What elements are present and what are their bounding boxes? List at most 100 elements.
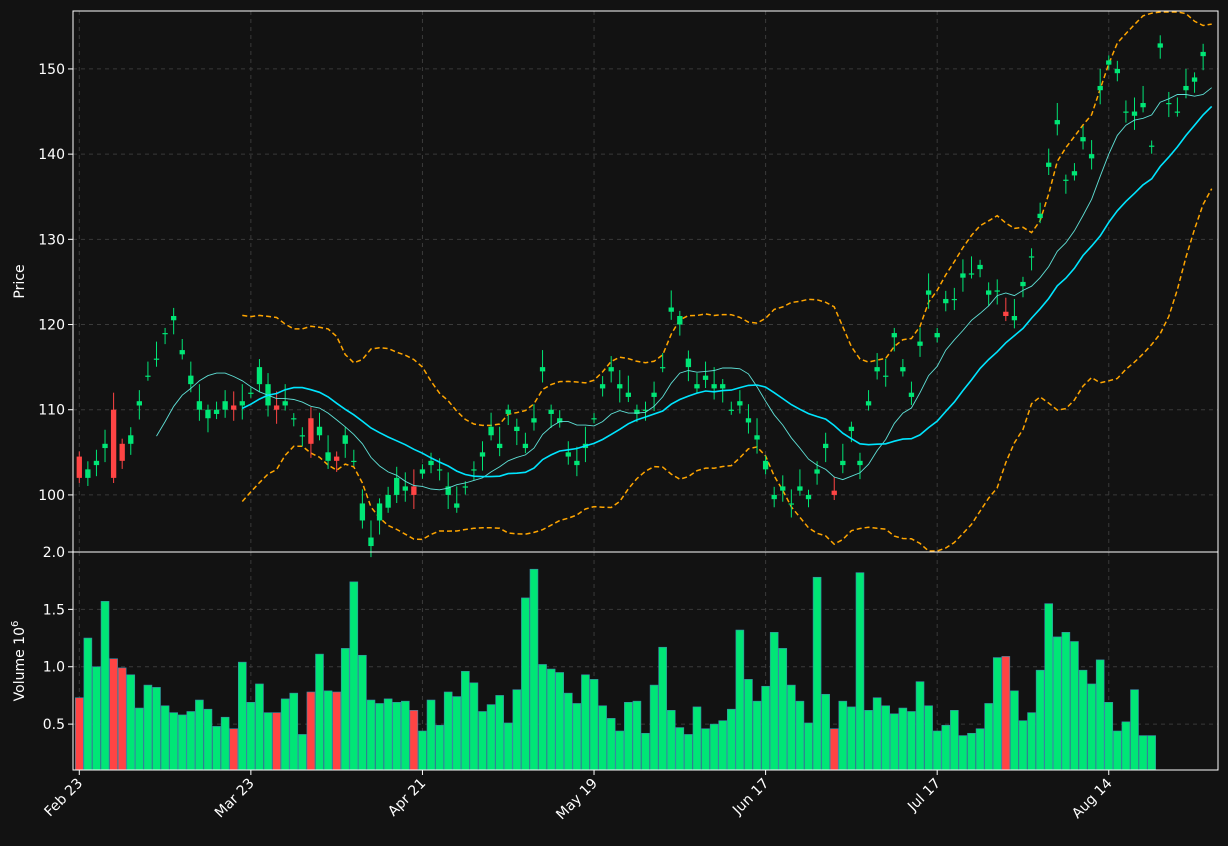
volume-bar	[512, 689, 522, 771]
candle-body	[883, 375, 889, 377]
candle-body	[608, 367, 614, 372]
candle-body	[411, 486, 417, 495]
volume-bar	[306, 691, 316, 771]
volume-bar	[1130, 689, 1139, 771]
candle-body	[188, 375, 194, 385]
volume-bar	[521, 597, 530, 771]
volume-bar	[169, 712, 178, 771]
volume-bar	[932, 730, 942, 771]
volume-bar	[778, 648, 788, 771]
candle-body	[788, 503, 795, 505]
volume-bar	[1001, 656, 1011, 771]
candle-body	[531, 418, 537, 423]
volume-bar	[1070, 641, 1079, 771]
candle-body	[462, 486, 469, 488]
candle-body	[179, 350, 185, 355]
x-tick-label: Feb 23	[42, 776, 87, 821]
volume-bar	[1104, 702, 1114, 771]
volume-bar	[581, 674, 590, 771]
volume-bar	[1113, 730, 1122, 771]
volume-bar	[889, 713, 899, 771]
candle-body	[1174, 111, 1181, 113]
volume-bar	[821, 693, 830, 771]
volume-bar	[718, 720, 728, 771]
volume-bar	[598, 705, 607, 771]
volume-bar	[366, 699, 376, 771]
volume-bar	[117, 667, 127, 771]
candle-body	[720, 384, 726, 389]
candle-body	[128, 435, 134, 444]
candle-body	[153, 358, 160, 360]
candle-body	[222, 401, 228, 410]
volume-bar	[229, 728, 239, 771]
candle-body	[333, 456, 340, 461]
candle-body	[496, 443, 503, 449]
candle-body	[248, 392, 254, 394]
candle-body	[1071, 171, 1078, 176]
candle-body	[625, 392, 632, 397]
volume-bar	[409, 710, 419, 771]
volume-bar	[1078, 669, 1088, 771]
volume-bar	[950, 710, 959, 771]
volume-axis-label-text: Volume	[12, 645, 28, 702]
volume-bar	[100, 601, 110, 771]
candle-body	[1080, 137, 1086, 142]
volume-bar	[941, 724, 951, 771]
x-tick-label: Jun 17	[729, 776, 772, 819]
candle-body	[925, 290, 932, 295]
candle-body	[591, 418, 597, 420]
candle-body	[917, 341, 923, 346]
volume-bar	[186, 711, 196, 771]
bollinger-lower-line	[241, 188, 1213, 552]
volume-bar	[864, 710, 873, 771]
candle-body	[771, 494, 777, 500]
candle-body	[428, 460, 434, 466]
candle-body	[488, 426, 494, 436]
volume-bar	[177, 714, 187, 771]
volume-bar	[804, 722, 813, 771]
candle-body	[454, 503, 460, 508]
volume-bar	[1027, 712, 1036, 771]
candle-body	[539, 367, 546, 372]
volume-bar	[641, 732, 650, 771]
candle-body	[102, 443, 108, 449]
candle-body	[385, 494, 391, 508]
candle-body	[1088, 154, 1095, 159]
candle-body	[908, 392, 915, 397]
volume-bar	[735, 629, 745, 771]
candle-body	[351, 460, 357, 463]
candle-body	[711, 384, 717, 389]
candle-body	[1200, 51, 1206, 57]
volume-bar	[400, 700, 410, 771]
volume-bar	[461, 671, 470, 771]
volume-bar	[855, 572, 865, 771]
candle-body	[780, 486, 786, 491]
volume-bar	[443, 691, 453, 771]
volume-bar	[1095, 659, 1105, 771]
candle-body	[985, 290, 992, 295]
volume-bar	[255, 683, 264, 771]
price-ytick-label: 120	[38, 318, 65, 334]
candle-body	[1037, 213, 1043, 219]
candle-body	[728, 409, 734, 411]
volume-axis-unit-exponent: 6	[10, 621, 21, 627]
volume-bar	[135, 707, 144, 771]
volume-bar	[280, 698, 290, 771]
candle-body	[891, 333, 897, 338]
volume-bar	[503, 722, 513, 771]
candle-body	[599, 384, 606, 389]
volume-bar	[546, 668, 556, 771]
volume-bar	[426, 699, 436, 771]
candle-body	[617, 384, 623, 389]
volume-ytick-label: 0.5	[43, 717, 65, 733]
volume-bar	[615, 730, 625, 771]
volume-bar	[1044, 603, 1054, 771]
volume-bar	[958, 735, 968, 771]
volume-bar	[220, 716, 230, 771]
volume-bar	[478, 711, 487, 771]
candle-body	[1106, 60, 1112, 65]
candle-body	[1003, 311, 1009, 317]
candle-body	[471, 469, 477, 471]
candle-body	[170, 316, 177, 321]
